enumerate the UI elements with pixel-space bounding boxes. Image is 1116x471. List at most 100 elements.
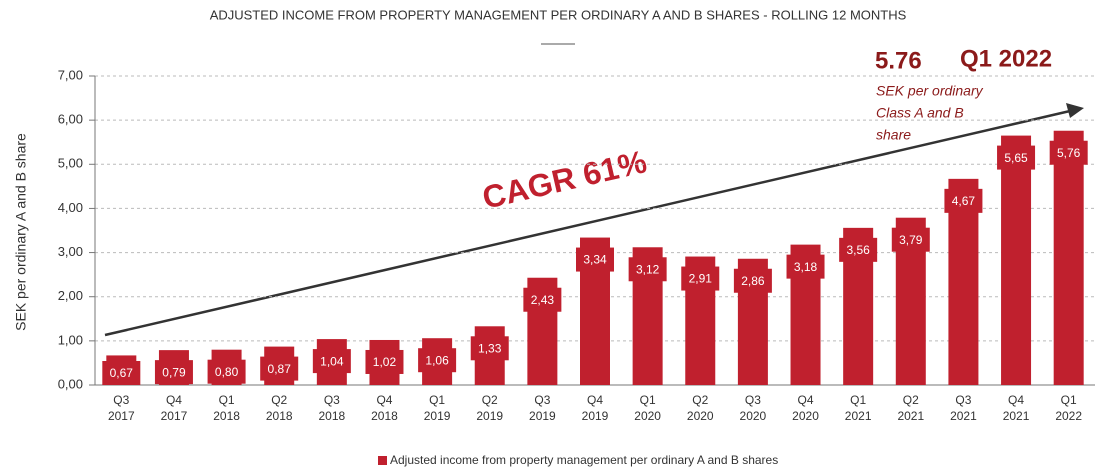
- x-tick-label: Q2: [903, 393, 919, 407]
- data-label-box: [944, 188, 983, 213]
- data-label: 0,67: [110, 366, 134, 380]
- data-label-box: [1049, 140, 1088, 165]
- data-label: 1,04: [320, 354, 344, 368]
- trend-arrow: [104, 109, 1071, 337]
- y-tick-label: 2,00: [58, 288, 83, 303]
- data-label-box: [997, 145, 1036, 170]
- data-label: 0,79: [162, 365, 186, 379]
- data-label: 0,80: [215, 365, 239, 379]
- x-tick-label: Q4: [1008, 393, 1024, 407]
- data-label-box: [576, 247, 614, 272]
- x-tick-label: 2020: [634, 409, 661, 423]
- y-tick-label: 1,00: [58, 332, 83, 347]
- data-label: 3,34: [583, 253, 607, 267]
- x-tick-label: 2021: [897, 409, 924, 423]
- data-label-box: [628, 257, 667, 282]
- data-label: 3,18: [794, 260, 818, 274]
- data-label: 3,79: [899, 233, 923, 247]
- y-tick-label: 5,00: [58, 156, 83, 171]
- x-tick-label: Q1: [850, 393, 866, 407]
- bar: [948, 178, 979, 385]
- x-tick-label: Q3: [955, 393, 971, 407]
- y-tick-label: 3,00: [58, 244, 83, 259]
- x-tick-label: 2018: [318, 409, 345, 423]
- legend-swatch: [378, 456, 387, 465]
- data-label: 4,67: [952, 194, 976, 208]
- x-tick-label: 2017: [161, 409, 188, 423]
- x-tick-label: 2017: [108, 409, 135, 423]
- data-label-box: [418, 348, 457, 373]
- data-label: 5,65: [1004, 151, 1028, 165]
- x-tick-label: 2018: [213, 409, 240, 423]
- data-label-box: [365, 349, 404, 374]
- data-label: 3,12: [636, 262, 660, 276]
- data-label-box: [681, 266, 720, 291]
- data-label: 2,91: [689, 272, 713, 286]
- data-label-box: [786, 254, 825, 279]
- x-tick-label: Q4: [798, 393, 814, 407]
- data-label: 0,87: [268, 362, 292, 376]
- x-tick-label: Q3: [745, 393, 761, 407]
- x-tick-label: Q3: [324, 393, 340, 407]
- x-tick-label: 2020: [792, 409, 819, 423]
- y-tick-label: 0,00: [58, 376, 83, 391]
- x-tick-label: Q1: [219, 393, 235, 407]
- bar: [1001, 135, 1032, 385]
- x-tick-label: 2021: [950, 409, 977, 423]
- x-tick-label: 2018: [371, 409, 398, 423]
- trend-arrowhead: [1066, 103, 1084, 118]
- x-tick-label: 2018: [266, 409, 293, 423]
- x-tick-label: 2020: [687, 409, 714, 423]
- data-label: 1,33: [478, 341, 502, 355]
- x-tick-label: 2020: [740, 409, 767, 423]
- data-label-box: [312, 349, 351, 374]
- data-label: 1,06: [425, 353, 449, 367]
- note-line: Class A and B: [876, 105, 964, 121]
- x-tick-label: Q1: [640, 393, 656, 407]
- x-tick-label: Q4: [376, 393, 392, 407]
- data-label: 1,02: [373, 355, 397, 369]
- trend-label: CAGR 61%: [479, 143, 650, 216]
- note-line: SEK per ordinary: [876, 83, 984, 99]
- x-tick-label: 2021: [1003, 409, 1030, 423]
- x-tick-label: Q2: [692, 393, 708, 407]
- x-tick-label: Q4: [166, 393, 182, 407]
- x-tick-label: Q4: [587, 393, 603, 407]
- data-label: 2,86: [741, 274, 765, 288]
- data-label: 2,43: [531, 293, 555, 307]
- x-tick-label: Q1: [1061, 393, 1077, 407]
- x-tick-label: 2019: [582, 409, 609, 423]
- x-tick-label: Q2: [482, 393, 498, 407]
- y-tick-label: 6,00: [58, 112, 83, 127]
- x-tick-label: 2021: [845, 409, 872, 423]
- data-label-box: [470, 336, 509, 361]
- bar: [1053, 130, 1084, 385]
- data-label: 5,76: [1057, 146, 1081, 160]
- x-tick-label: 2019: [529, 409, 556, 423]
- y-tick-label: 4,00: [58, 200, 83, 215]
- y-axis-label: SEK per ordinary A and B share: [13, 133, 29, 331]
- headline-period: Q1 2022: [960, 45, 1052, 72]
- x-tick-label: Q2: [271, 393, 287, 407]
- x-tick-label: 2019: [476, 409, 503, 423]
- data-label-box: [839, 237, 878, 262]
- x-tick-label: Q1: [429, 393, 445, 407]
- data-label-box: [891, 227, 930, 252]
- data-label: 3,56: [846, 243, 870, 257]
- data-label-box: [260, 356, 299, 381]
- data-label-box: [523, 287, 562, 312]
- chart-title: ADJUSTED INCOME FROM PROPERTY MANAGEMENT…: [210, 7, 907, 22]
- x-tick-label: 2019: [424, 409, 451, 423]
- data-label-box: [102, 361, 141, 385]
- data-label-box: [154, 360, 193, 385]
- x-tick-label: 2022: [1055, 409, 1082, 423]
- data-label-box: [733, 268, 772, 293]
- x-tick-label: Q3: [113, 393, 129, 407]
- data-label-box: [207, 359, 246, 384]
- y-tick-label: 7,00: [58, 67, 83, 82]
- headline-value: 5.76: [875, 47, 922, 74]
- note-line: share: [876, 127, 911, 143]
- legend-label: Adjusted income from property management…: [390, 453, 778, 467]
- x-tick-label: Q3: [534, 393, 550, 407]
